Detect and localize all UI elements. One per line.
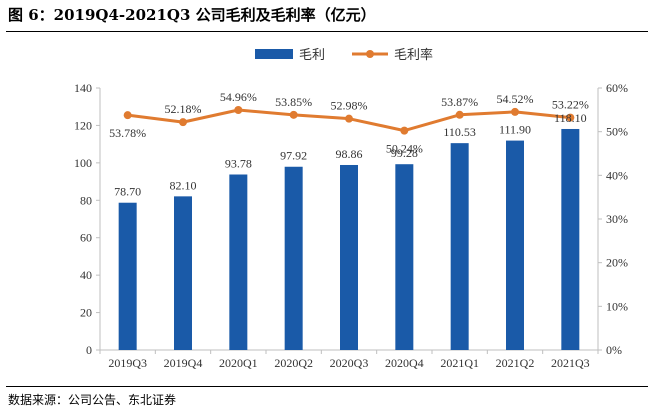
margin-label: 52.98% [331, 99, 368, 113]
y-tick-label-left: 140 [74, 81, 92, 95]
x-tick-label: 2020Q1 [219, 356, 258, 370]
title-rule [6, 31, 648, 32]
margin-point-2019Q4 [179, 118, 187, 127]
bar-value-label: 82.10 [170, 178, 197, 192]
x-tick-label: 2019Q3 [108, 356, 147, 370]
y-tick-label-right: 50% [606, 125, 628, 139]
line-series [123, 106, 575, 135]
x-tick-label: 2021Q2 [496, 356, 535, 370]
source-rule [6, 386, 648, 387]
bar-value-label: 93.78 [225, 156, 252, 170]
margin-label: 53.22% [552, 98, 589, 112]
source-note: 数据来源：公司公告、东北证券 [8, 393, 177, 407]
legend-line-marker [366, 50, 374, 58]
bar-value-label: 111.90 [499, 123, 531, 137]
margin-point-2020Q1 [234, 106, 243, 115]
margin-point-2021Q1 [455, 110, 464, 119]
y-tick-label-right: 60% [606, 81, 628, 95]
margin-label: 54.52% [497, 92, 534, 106]
margin-point-2020Q4 [400, 126, 409, 135]
bar-value-label: 98.86 [336, 147, 363, 161]
margin-label: 52.18% [165, 102, 202, 116]
bar-value-label: 118.10 [554, 111, 587, 125]
bar-value-label: 78.70 [114, 185, 141, 199]
y-tick-label-right: 30% [606, 212, 628, 226]
margin-point-2020Q3 [345, 114, 353, 123]
x-tick-label: 2019Q4 [164, 356, 203, 370]
data-labels: 53.78% 52.18% 54.96% 53.85% 52.98% 50.24% 53.8… [109, 90, 589, 199]
margin-point-2021Q3 [566, 113, 575, 122]
bar-2019Q3 [118, 202, 137, 350]
bar-2020Q3 [340, 164, 358, 350]
bar-value-label: 110.53 [443, 125, 476, 139]
x-tick-label: 2020Q4 [385, 356, 424, 370]
y-tick-label-left: 20 [80, 306, 92, 320]
bar-2021Q3 [561, 128, 580, 350]
y-tick-label-left: 40 [80, 268, 92, 282]
y-tick-label-right: 40% [606, 168, 628, 182]
margin-point-2020Q2 [289, 110, 298, 119]
legend-bar-label: 毛利 [299, 47, 325, 62]
legend: 毛利 毛利率 [255, 47, 433, 62]
margin-point-2019Q3 [123, 111, 132, 120]
legend-bar-swatch [255, 49, 293, 59]
bar-2021Q2 [506, 140, 524, 350]
y-tick-label-left: 80 [80, 193, 92, 207]
bar-2019Q4 [174, 196, 192, 350]
x-tick-label: 2020Q3 [330, 356, 369, 370]
margin-point-2021Q2 [511, 107, 519, 116]
x-tick-label: 2021Q1 [440, 356, 479, 370]
x-tick-label: 2021Q3 [551, 356, 590, 370]
bar-2021Q1 [450, 143, 469, 350]
margin-label: 53.87% [441, 95, 478, 109]
margin-label: 54.96% [220, 90, 257, 104]
bar-2020Q2 [284, 166, 303, 350]
bar-series [118, 128, 580, 350]
y-tick-label-right: 20% [606, 256, 628, 270]
figure-title: 图 6：2019Q4-2021Q3 公司毛利及毛利率（亿元） [8, 6, 376, 24]
bar-2020Q1 [229, 174, 248, 350]
margin-label: 53.78% [109, 126, 146, 140]
margin-label: 53.85% [275, 95, 312, 109]
y-tick-label-right: 10% [606, 299, 628, 313]
y-tick-label-left: 100 [74, 156, 92, 170]
y-tick-label-right: 0% [606, 343, 622, 357]
bar-value-label: 97.92 [280, 149, 307, 163]
y-tick-label-left: 60 [80, 231, 92, 245]
bar-2020Q4 [395, 164, 414, 350]
combo-chart: 毛利 毛利率 0 20 40 60 80 100 120 140 0% 10% 20% 30% 40% 50… [74, 47, 628, 370]
margin-label: 50.24% [386, 142, 423, 156]
legend-line-label: 毛利率 [394, 47, 433, 62]
y-tick-label-left: 0 [86, 343, 92, 357]
bar-value-label: 99.28 [391, 146, 418, 160]
y-tick-label-left: 120 [74, 118, 92, 132]
x-tick-label: 2020Q2 [274, 356, 313, 370]
